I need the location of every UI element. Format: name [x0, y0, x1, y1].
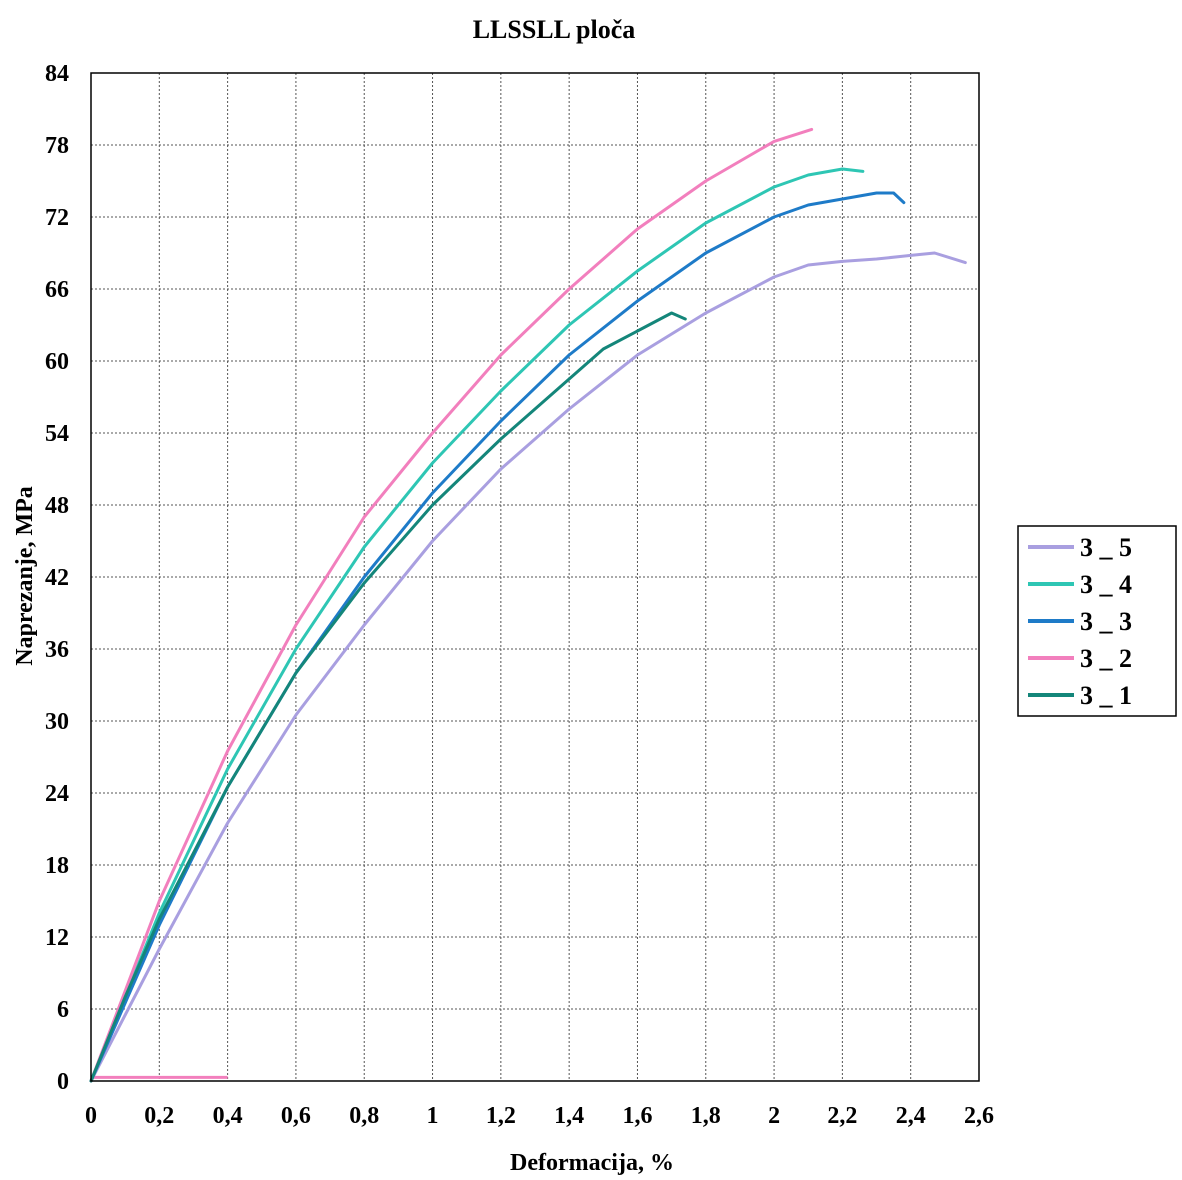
y-tick-label: 12 — [45, 925, 69, 951]
x-tick-label: 2 — [768, 1103, 780, 1129]
y-axis-label: Naprezanje, MPa — [12, 486, 38, 666]
y-tick-label: 18 — [45, 853, 69, 879]
x-tick-label: 1,6 — [622, 1103, 652, 1129]
x-tick-label: 0 — [85, 1103, 97, 1129]
y-tick-label: 30 — [45, 709, 69, 735]
y-tick-label: 6 — [57, 997, 69, 1023]
y-tick-label: 36 — [45, 637, 69, 663]
x-axis-label: Deformacija, % — [510, 1150, 674, 1176]
y-tick-label: 42 — [45, 565, 69, 591]
y-tick-label: 78 — [45, 133, 69, 159]
y-tick-label: 66 — [45, 277, 69, 303]
y-tick-label: 0 — [57, 1069, 69, 1095]
legend-frame — [1017, 525, 1177, 717]
legend-label: 3 _ 1 — [1080, 681, 1132, 710]
x-tick-label: 2,2 — [827, 1103, 857, 1129]
chart-title: LLSSLL ploča — [473, 15, 636, 44]
series-line-3-4 — [89, 167, 865, 1083]
y-tick-label: 54 — [45, 421, 69, 447]
series-line-3-5 — [89, 251, 967, 1083]
y-tick-labels: 0 6 12 18 24 30 36 42 48 54 60 66 72 78 84 — [45, 61, 69, 1095]
y-tick-label: 72 — [45, 205, 69, 231]
x-tick-label: 0,6 — [281, 1103, 311, 1129]
legend-label: 3 _ 3 — [1080, 607, 1132, 636]
x-tick-label: 1,2 — [486, 1103, 516, 1129]
plot-frame — [90, 72, 980, 1082]
series-line-3-3 — [89, 191, 906, 1083]
y-tick-label: 48 — [45, 493, 69, 519]
legend-label: 3 _ 4 — [1080, 570, 1132, 599]
series-line-3-1 — [89, 311, 687, 1083]
grid — [91, 73, 979, 1081]
x-tick-label: 2,6 — [964, 1103, 994, 1129]
legend: 3 _ 5 3 _ 4 3 _ 3 3 _ 2 3 _ 1 — [1017, 525, 1177, 717]
x-tick-label: 0,8 — [349, 1103, 379, 1129]
x-tick-label: 1,4 — [554, 1103, 584, 1129]
series-group — [89, 127, 967, 1083]
legend-label: 3 _ 5 — [1080, 533, 1132, 562]
legend-label: 3 _ 2 — [1080, 644, 1132, 673]
y-tick-label: 84 — [45, 61, 69, 87]
series-line-3-2 — [89, 127, 814, 1083]
x-tick-labels: 0 0,2 0,4 0,6 0,8 1 1,2 1,4 1,6 1,8 2 2,2 2,4 2,6 — [85, 1103, 994, 1129]
x-tick-label: 0,4 — [213, 1103, 243, 1129]
y-tick-label: 24 — [45, 781, 69, 807]
x-tick-label: 1,8 — [691, 1103, 721, 1129]
legend-items: 3 _ 5 3 _ 4 3 _ 3 3 _ 2 3 _ 1 — [1028, 533, 1132, 710]
x-tick-label: 2,4 — [896, 1103, 926, 1129]
x-tick-label: 0,2 — [144, 1103, 174, 1129]
y-tick-label: 60 — [45, 349, 69, 375]
x-tick-label: 1 — [427, 1103, 439, 1129]
